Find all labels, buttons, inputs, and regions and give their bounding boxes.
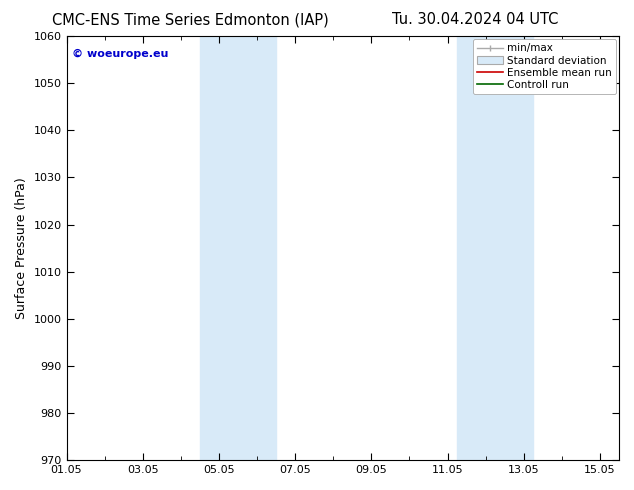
Text: Tu. 30.04.2024 04 UTC: Tu. 30.04.2024 04 UTC	[392, 12, 559, 27]
Bar	[457, 36, 533, 460]
Text: © woeurope.eu: © woeurope.eu	[72, 49, 169, 59]
Text: CMC-ENS Time Series Edmonton (IAP): CMC-ENS Time Series Edmonton (IAP)	[52, 12, 328, 27]
Bar	[200, 36, 276, 460]
Y-axis label: Surface Pressure (hPa): Surface Pressure (hPa)	[15, 177, 28, 319]
Legend: min/max, Standard deviation, Ensemble mean run, Controll run: min/max, Standard deviation, Ensemble me…	[472, 39, 616, 94]
